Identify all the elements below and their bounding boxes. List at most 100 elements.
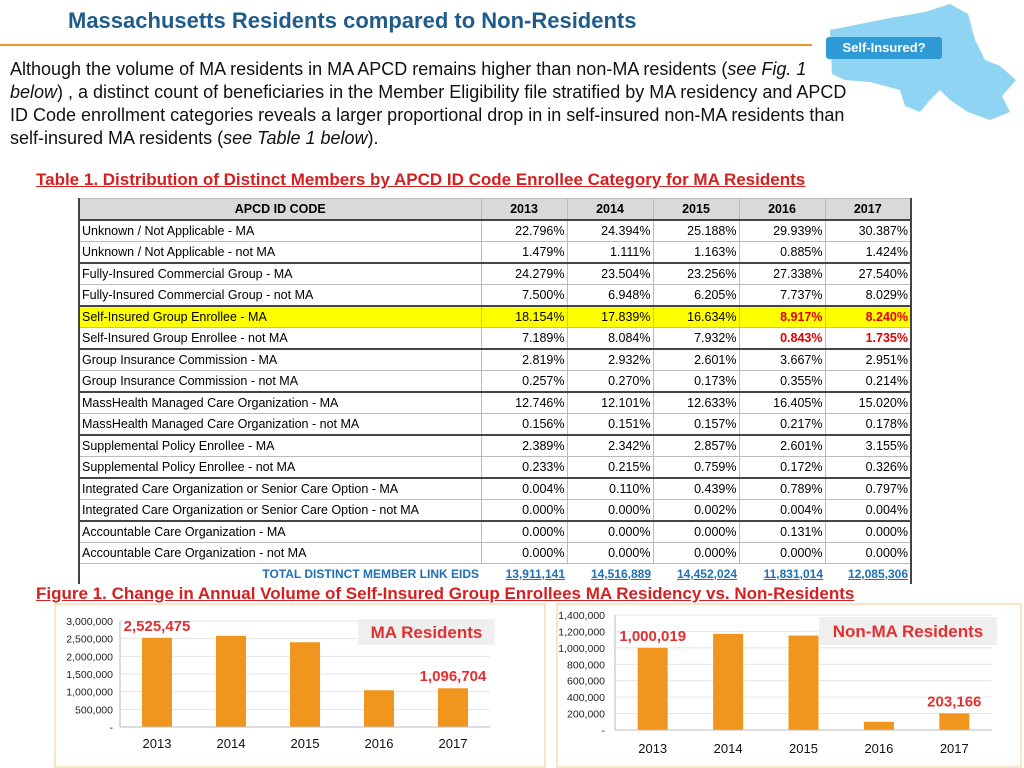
header-row: APCD ID CODE 2013 2014 2015 2016 2017 <box>78 198 912 221</box>
table-row: Self-Insured Group Enrollee - not MA 7.18… <box>78 327 912 350</box>
massachusetts-map <box>830 4 1016 120</box>
table-row: Accountable Care Organization - MA 0.000%… <box>78 520 912 543</box>
bar <box>713 633 744 730</box>
figure-title: Figure 1. Change in Annual Volume of Sel… <box>36 584 855 603</box>
y-tick-label: 2,500,000 <box>66 634 113 646</box>
column-header: 2014 <box>566 198 654 221</box>
bar <box>637 647 668 730</box>
y-tick-label: 500,000 <box>75 704 113 716</box>
y-tick-label: 400,000 <box>567 692 605 704</box>
y-tick-label: 1,500,000 <box>66 669 113 681</box>
row-label: Supplemental Policy Enrollee - MA <box>78 434 482 457</box>
row-label: Unknown / Not Applicable - not MA <box>78 241 482 264</box>
column-header: 2017 <box>824 198 912 221</box>
cell-value: 0.233% <box>480 456 568 479</box>
total-label: TOTAL DISTINCT MEMBER LINK EIDS <box>262 567 479 581</box>
cell-value: 0.151% <box>566 413 654 436</box>
cell-value: 22.796% <box>480 219 568 242</box>
text: see Table 1 below <box>223 128 368 148</box>
text: ) , a distinct count of beneficiaries in… <box>10 82 847 148</box>
x-tick-label: 2016 <box>365 736 394 751</box>
cell-value: 27.338% <box>738 262 826 285</box>
cell-value: 7.500% <box>480 284 568 307</box>
x-tick-label: 2014 <box>714 741 743 756</box>
bar <box>438 688 468 727</box>
cell-value: 2.951% <box>824 348 912 371</box>
total-row: TOTAL DISTINCT MEMBER LINK EIDS 13,911,14… <box>79 564 911 585</box>
cell-value: 16.634% <box>652 305 740 328</box>
cell-value: 0.178% <box>824 413 912 436</box>
cell-value: 12.633% <box>652 391 740 414</box>
data-table: APCD ID CODE 2013 2014 2015 2016 2017 Unknown … <box>78 198 912 584</box>
cell-value: 1.111% <box>566 241 654 264</box>
cell-value: 0.004% <box>480 477 568 500</box>
cell-value: 2.601% <box>738 434 826 457</box>
chart-title: Non-MA Residents <box>833 622 984 641</box>
cell-value: 12.746% <box>480 391 568 414</box>
y-tick-label: - <box>602 725 606 737</box>
text: see Fig. 1 below <box>10 59 807 102</box>
cell-value: 16.405% <box>738 391 826 414</box>
cell-value: 12.101% <box>566 391 654 414</box>
y-tick-label: 2,000,000 <box>66 651 113 663</box>
column-header: APCD ID CODE <box>78 198 482 221</box>
row-label: Integrated Care Organization or Senior C… <box>78 477 482 500</box>
cell-value: 0.110% <box>566 477 654 500</box>
table-row: Unknown / Not Applicable - MA 22.796% 24.3… <box>78 219 912 242</box>
cell-value: 8.084% <box>566 327 654 350</box>
total-value: 13,911,141 <box>505 567 565 581</box>
data-label: 203,166 <box>927 693 981 710</box>
cell-value: 0.004% <box>824 499 912 522</box>
cell-value: 3.667% <box>738 348 826 371</box>
bar <box>364 690 394 727</box>
cell-value: 24.279% <box>480 262 568 285</box>
cell-value: 0.214% <box>824 370 912 393</box>
cell-value: 2.601% <box>652 348 740 371</box>
y-tick-label: 3,000,000 <box>66 616 113 628</box>
data-label: 1,096,704 <box>420 668 487 685</box>
table-row: Supplemental Policy Enrollee - not MA 0.2… <box>78 456 912 479</box>
row-label: Fully-Insured Commercial Group - not MA <box>78 284 482 307</box>
text: ). <box>367 128 379 148</box>
cell-value: 25.188% <box>652 219 740 242</box>
bar <box>788 635 819 730</box>
cell-value: 18.154% <box>480 305 568 328</box>
cell-value: 1.163% <box>652 241 740 264</box>
row-label: MassHealth Managed Care Organization - M… <box>78 391 482 414</box>
cell-value: 0.000% <box>480 542 568 564</box>
x-tick-label: 2013 <box>143 736 172 751</box>
cell-value: 3.155% <box>824 434 912 457</box>
cell-value: 2.389% <box>480 434 568 457</box>
x-tick-label: 2015 <box>789 741 818 756</box>
cell-value: 8.240% <box>824 305 912 328</box>
cell-value: 0.000% <box>480 499 568 522</box>
bar <box>939 713 970 730</box>
cell-value: 0.173% <box>652 370 740 393</box>
total-value: 12,085,306 <box>847 567 908 581</box>
cell-value: 0.789% <box>738 477 826 500</box>
cell-value: 0.217% <box>738 413 826 436</box>
cell-value: 27.540% <box>824 262 912 285</box>
table-row: Unknown / Not Applicable - not MA 1.479% 1… <box>78 241 912 264</box>
cell-value: 0.759% <box>652 456 740 479</box>
row-label: Accountable Care Organization - not MA <box>78 542 482 564</box>
cell-value: 0.157% <box>652 413 740 436</box>
x-tick-label: 2017 <box>940 741 969 756</box>
slide-title: Massachusetts Residents compared to Non-… <box>68 8 637 33</box>
cell-value: 0.355% <box>738 370 826 393</box>
table-row: Integrated Care Organization or Senior C… <box>78 499 912 522</box>
row-label: Group Insurance Commission - not MA <box>78 370 482 393</box>
cell-value: 2.342% <box>566 434 654 457</box>
cell-value: 1.735% <box>824 327 912 350</box>
cell-value: 7.932% <box>652 327 740 350</box>
data-label: 2,525,475 <box>124 618 191 635</box>
chart-frame <box>54 603 546 768</box>
cell-value: 0.000% <box>566 499 654 522</box>
cell-value: 30.387% <box>824 219 912 242</box>
row-label: Supplemental Policy Enrollee - not MA <box>78 456 482 479</box>
total-value: 14,452,024 <box>676 567 737 581</box>
cell-value: 0.156% <box>480 413 568 436</box>
cell-value: 0.797% <box>824 477 912 500</box>
bar <box>863 721 894 730</box>
